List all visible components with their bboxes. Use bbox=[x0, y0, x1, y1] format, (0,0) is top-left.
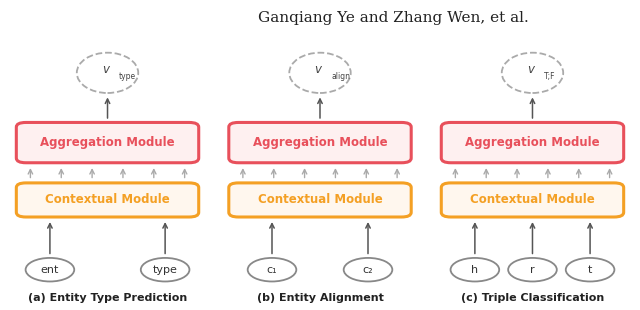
Text: type: type bbox=[153, 265, 177, 275]
Text: v: v bbox=[527, 63, 534, 76]
Text: Aggregation Module: Aggregation Module bbox=[40, 136, 175, 149]
Text: Aggregation Module: Aggregation Module bbox=[465, 136, 600, 149]
Circle shape bbox=[248, 258, 296, 281]
Text: Aggregation Module: Aggregation Module bbox=[253, 136, 387, 149]
FancyBboxPatch shape bbox=[17, 183, 199, 217]
Ellipse shape bbox=[289, 53, 351, 93]
Circle shape bbox=[344, 258, 392, 281]
FancyBboxPatch shape bbox=[442, 122, 624, 163]
Circle shape bbox=[451, 258, 499, 281]
FancyBboxPatch shape bbox=[442, 183, 624, 217]
FancyBboxPatch shape bbox=[17, 122, 199, 163]
Text: Contextual Module: Contextual Module bbox=[470, 193, 595, 206]
Text: h: h bbox=[471, 265, 479, 275]
Ellipse shape bbox=[77, 53, 138, 93]
Text: v: v bbox=[102, 63, 109, 76]
Text: align: align bbox=[332, 72, 351, 81]
Text: (b) Entity Alignment: (b) Entity Alignment bbox=[257, 293, 383, 303]
Text: Contextual Module: Contextual Module bbox=[45, 193, 170, 206]
Circle shape bbox=[566, 258, 614, 281]
Text: c₁: c₁ bbox=[267, 265, 277, 275]
Text: type: type bbox=[119, 72, 136, 81]
Text: t: t bbox=[588, 265, 592, 275]
Text: v: v bbox=[315, 63, 321, 76]
Text: c₂: c₂ bbox=[363, 265, 373, 275]
FancyBboxPatch shape bbox=[229, 183, 412, 217]
Circle shape bbox=[508, 258, 557, 281]
Ellipse shape bbox=[502, 53, 563, 93]
Text: ent: ent bbox=[41, 265, 59, 275]
Text: T;F: T;F bbox=[544, 72, 556, 81]
Circle shape bbox=[26, 258, 74, 281]
FancyBboxPatch shape bbox=[229, 122, 412, 163]
Text: Contextual Module: Contextual Module bbox=[258, 193, 382, 206]
Text: r: r bbox=[530, 265, 535, 275]
Text: (c) Triple Classification: (c) Triple Classification bbox=[461, 293, 604, 303]
Circle shape bbox=[141, 258, 189, 281]
Text: (a) Entity Type Prediction: (a) Entity Type Prediction bbox=[28, 293, 187, 303]
Text: Ganqiang Ye and Zhang Wen, et al.: Ganqiang Ye and Zhang Wen, et al. bbox=[258, 11, 529, 25]
